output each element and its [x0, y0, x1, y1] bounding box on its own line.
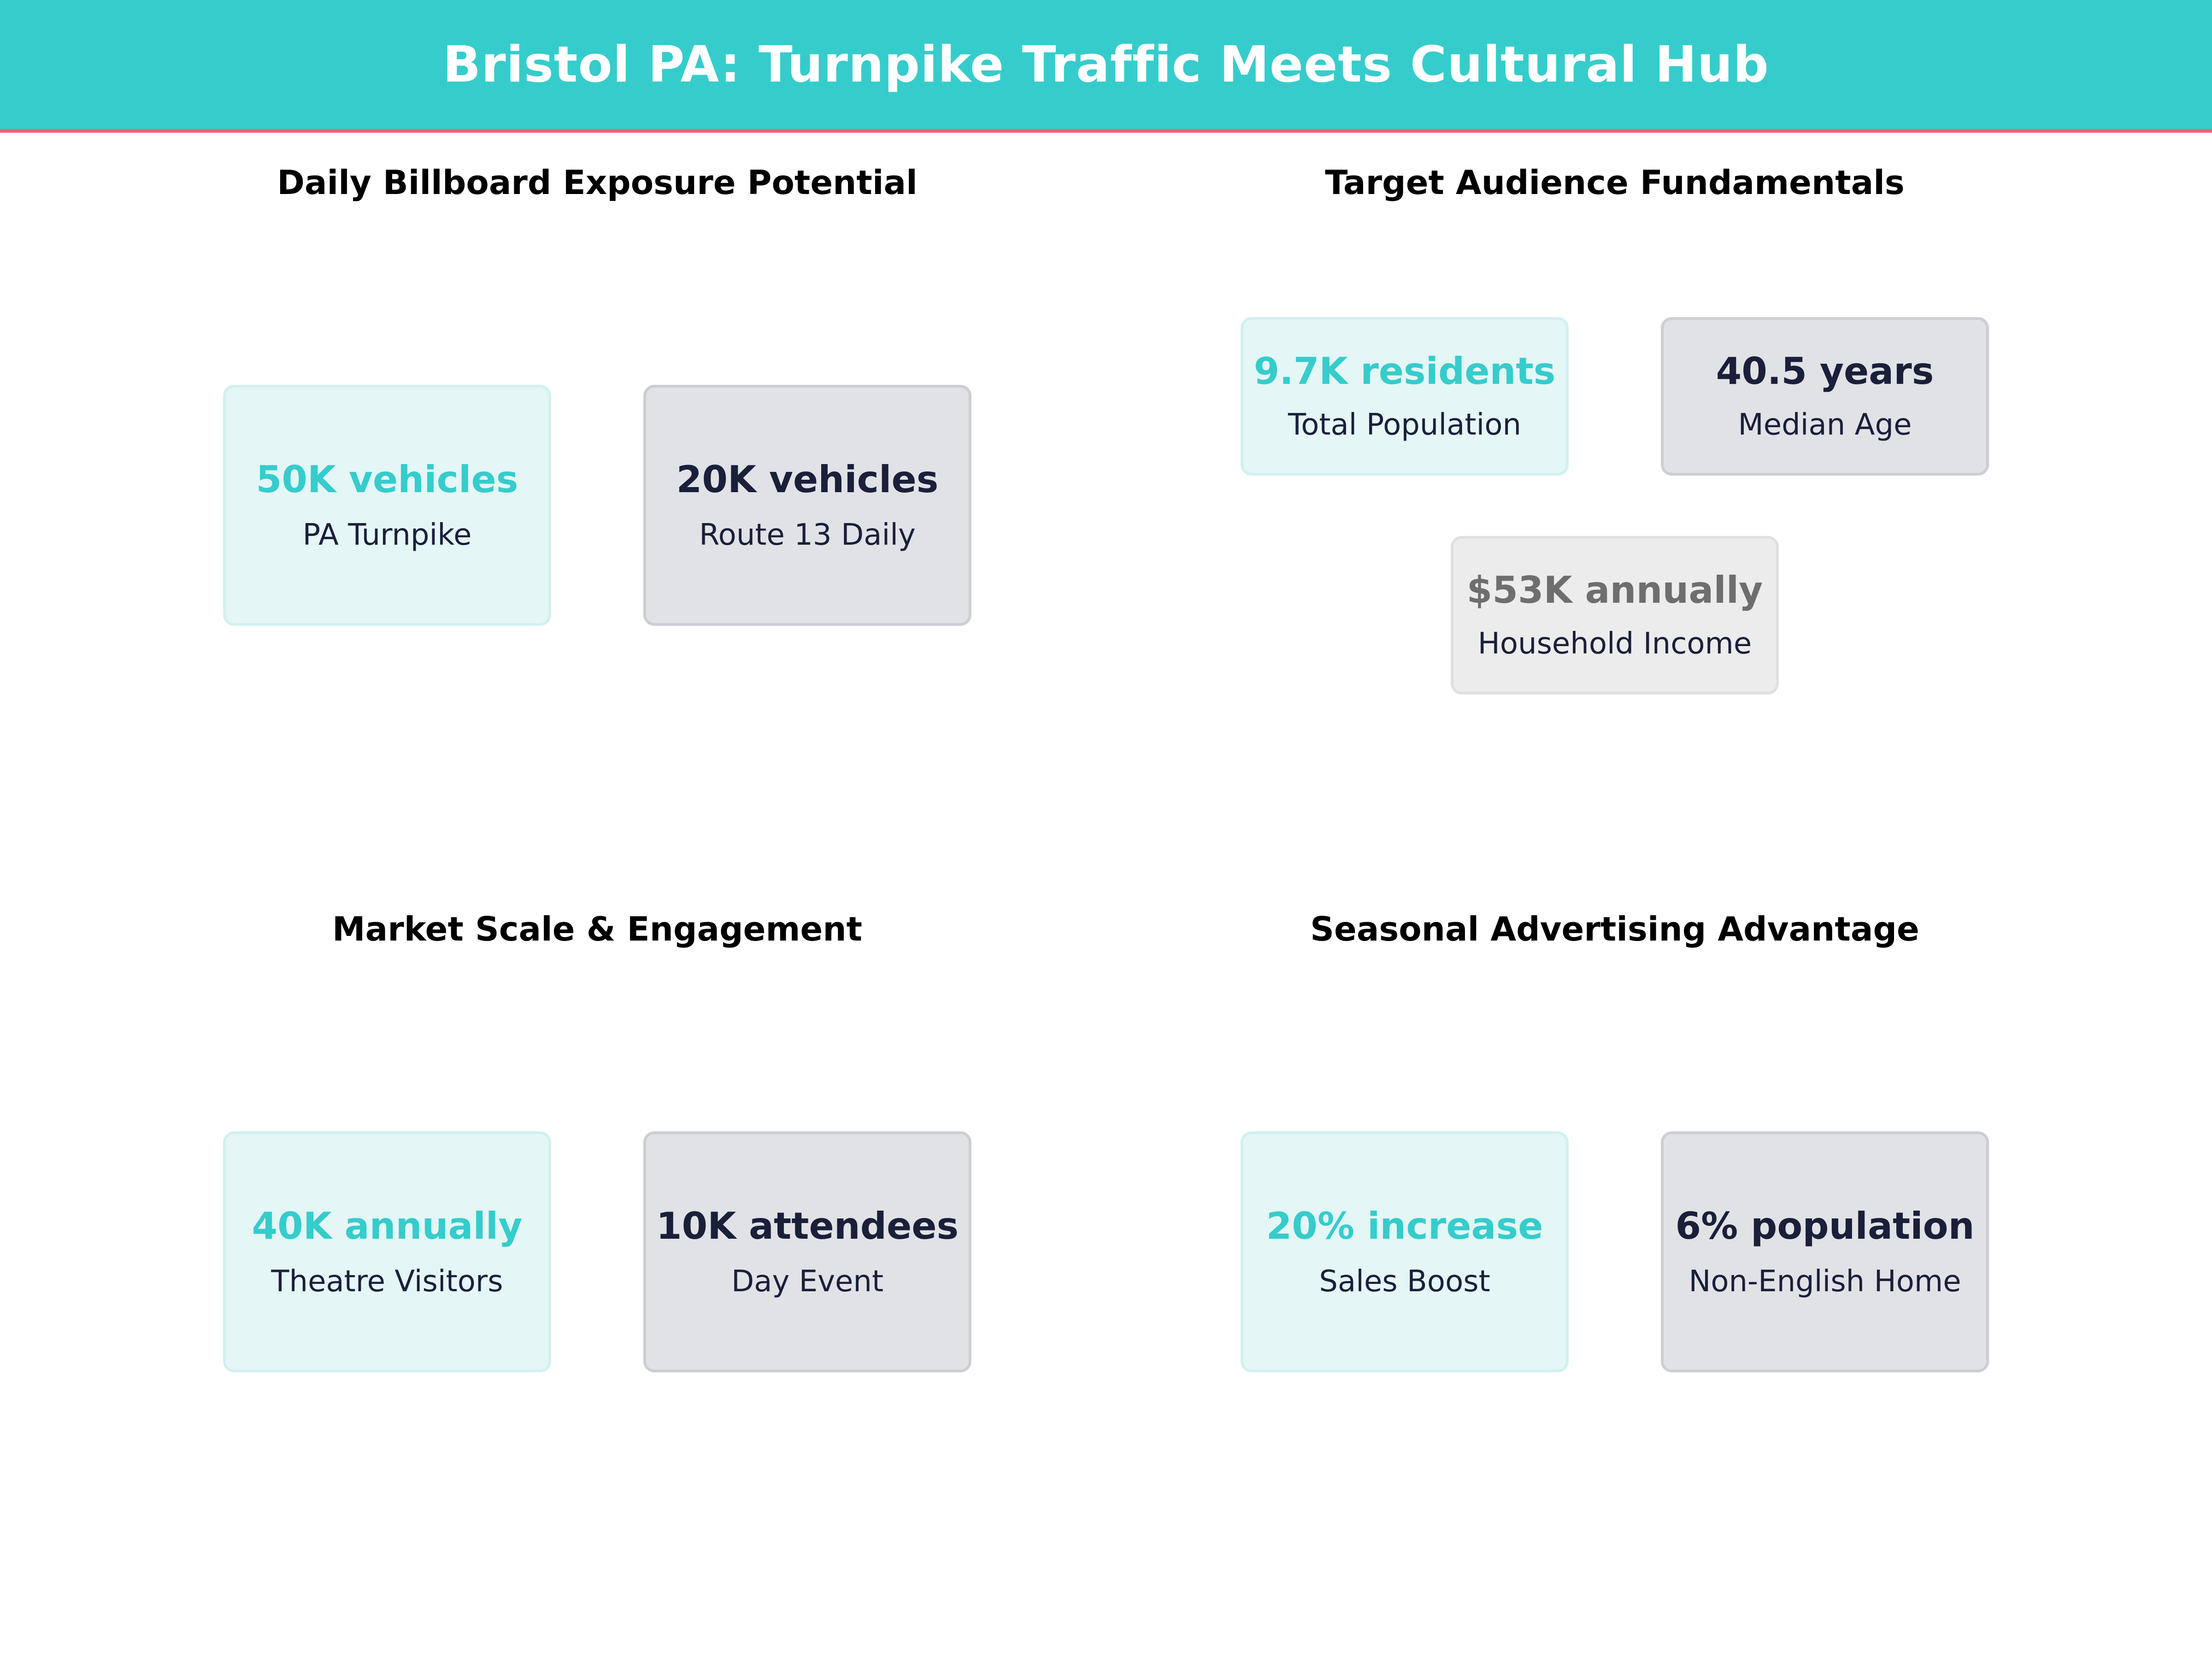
stat-value: 6% population — [1675, 1204, 1975, 1247]
stat-card-route-13: 20K vehicles Route 13 Daily — [643, 385, 971, 626]
stat-card-theatre-visitors: 40K annually Theatre Visitors — [223, 1131, 551, 1372]
stat-card-non-english-home: 6% population Non-English Home — [1661, 1131, 1989, 1372]
stat-label: Sales Boost — [1319, 1264, 1490, 1299]
stat-card-sales-boost: 20% increase Sales Boost — [1241, 1131, 1569, 1372]
stat-label: Non-English Home — [1688, 1264, 1961, 1299]
stat-value: 10K attendees — [656, 1204, 959, 1247]
page-title: Bristol PA: Turnpike Traffic Meets Cultu… — [443, 35, 1769, 94]
section-title: Target Audience Fundamentals — [1325, 163, 1905, 202]
stat-label: Route 13 Daily — [699, 518, 916, 552]
stat-label: Total Population — [1288, 408, 1522, 442]
stat-card-median-age: 40.5 years Median Age — [1661, 317, 1989, 476]
page-header: Bristol PA: Turnpike Traffic Meets Cultu… — [0, 0, 2212, 129]
section-title: Market Scale & Engagement — [332, 910, 863, 948]
stat-label: Theatre Visitors — [271, 1264, 503, 1299]
section-title: Daily Billboard Exposure Potential — [277, 163, 918, 202]
stat-value: 40K annually — [252, 1204, 523, 1247]
stat-label: Household Income — [1477, 627, 1752, 661]
section-title: Seasonal Advertising Advantage — [1310, 910, 1919, 948]
stat-label: PA Turnpike — [302, 518, 472, 552]
stat-value: 20K vehicles — [676, 458, 939, 501]
stat-label: Day Event — [731, 1264, 884, 1299]
stat-value: 9.7K residents — [1253, 350, 1556, 393]
stat-value: 20% increase — [1266, 1204, 1543, 1247]
stat-value: 50K vehicles — [256, 458, 518, 501]
stat-card-pa-turnpike: 50K vehicles PA Turnpike — [223, 385, 551, 626]
stat-card-day-event: 10K attendees Day Event — [643, 1131, 971, 1372]
header-accent-stripe — [0, 129, 2212, 133]
stat-value: $53K annually — [1466, 569, 1763, 612]
stat-card-total-population: 9.7K residents Total Population — [1241, 317, 1569, 476]
stat-value: 40.5 years — [1716, 350, 1934, 393]
stat-card-household-income: $53K annually Household Income — [1451, 536, 1779, 694]
stat-label: Median Age — [1738, 408, 1912, 442]
